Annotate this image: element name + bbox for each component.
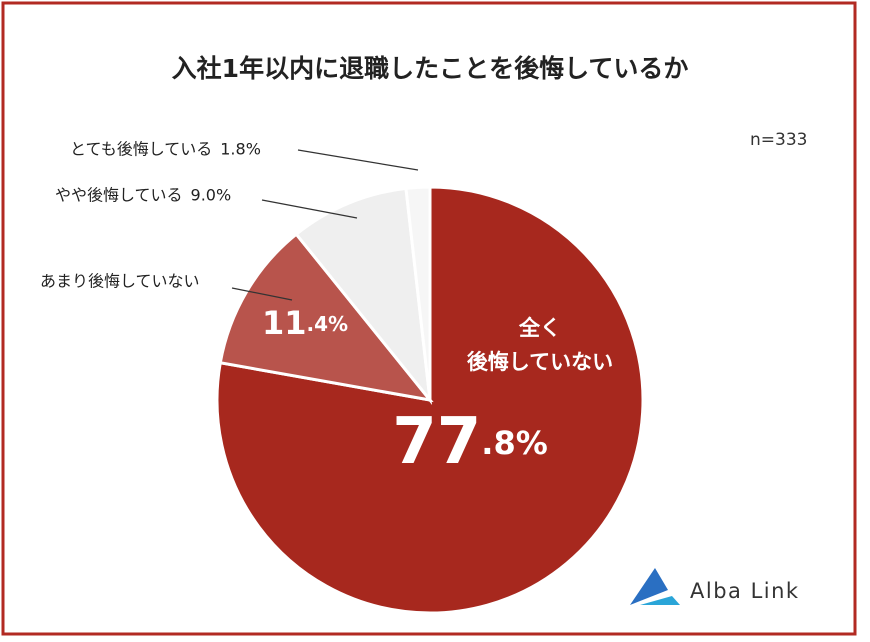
pie-slice [404,185,432,401]
logo-icon [630,568,680,605]
slice-label: あまり後悔していない [40,272,200,291]
pie-slice [294,186,433,405]
leader-line [231,287,293,301]
chart-title: 入社1年以内に退職したことを後悔しているか [172,54,689,83]
value-label: 11.4% [262,304,348,342]
slice-label: 全く 後悔していない [466,316,614,374]
slice-label: とても後悔している [70,140,212,159]
leader-line [261,199,358,219]
slice-label: やや後悔している [55,186,183,205]
pie-slice [215,185,645,615]
value-label: 9.0% [191,186,232,205]
pie-slice [218,232,434,403]
value-label: 77.8% [392,405,548,479]
sample-note: n=333 [750,130,807,150]
frame [1,1,857,636]
leader-line [297,149,419,171]
brand: Alba Link [690,579,800,603]
value-label: 1.8% [220,140,261,159]
